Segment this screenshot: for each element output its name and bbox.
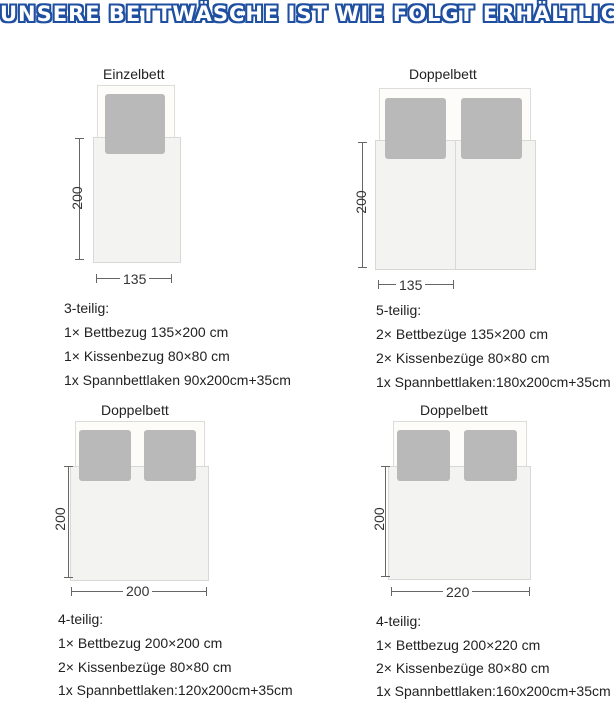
spec-line: 1× Bettbezug 200×220 cm [376,637,541,653]
pillow-left [397,430,450,481]
spec-line: 2× Kissenbezüge 80×80 cm [58,659,232,675]
duvet [93,137,181,263]
height-label: 200 [371,507,387,531]
dimension-tick [381,576,390,577]
pillow-right [461,98,522,159]
dimension-tick [171,274,172,283]
bed-name: Doppelbett [420,402,488,418]
duvet-right [455,140,536,270]
dimension-tick [391,587,392,596]
page-title: UNSERE BETTWÄSCHE IST WIE FOLGT ERHÄLTLI… [0,2,614,26]
dimension-tick [381,466,390,467]
duvet [70,466,209,581]
spec-line: 4-teilig: [58,611,104,627]
pillow-right [464,430,517,481]
dimension-tick [75,259,84,260]
spec-line: 4-teilig: [376,613,422,629]
dimension-tick [71,587,72,596]
spec-line: 1× Kissenbezug 80×80 cm [64,348,230,364]
spec-line: 1x Spannbettlaken:160x200cm+35cm [376,683,611,699]
spec-line: 2× Kissenbezüge 80×80 cm [376,350,550,366]
dimension-tick [358,142,367,143]
spec-line: 1× Bettbezug 200×200 cm [58,635,223,651]
width-label: 135 [120,271,150,287]
spec-line: 1x Spannbettlaken 90x200cm+35cm [64,372,291,388]
spec-line: 5-teilig: [376,302,422,318]
height-label: 200 [52,507,68,531]
pillow-right [144,430,196,481]
spec-line: 1x Spannbettlaken:180x200cm+35cm [376,374,611,390]
pillow-left [79,430,131,481]
width-label: 135 [396,277,426,293]
width-label: 200 [123,583,153,599]
bed-name: Doppelbett [409,66,477,82]
spec-line: 1x Spannbettlaken:120x200cm+35cm [58,682,293,698]
width-label: 220 [443,584,473,600]
height-dimension-line [385,466,386,577]
pillow [105,94,165,154]
height-label: 200 [69,186,85,210]
dimension-tick [96,274,97,283]
dimension-tick [358,267,367,268]
spec-line: 3-teilig: [64,300,110,316]
pillow-left [385,98,446,159]
bed-name: Doppelbett [101,402,169,418]
height-dimension-line [79,138,80,260]
duvet-left [375,140,457,270]
height-dimension-line [362,142,363,268]
spec-line: 2× Bettbezüge 135×200 cm [376,326,549,342]
bed-name: Einzelbett [103,66,165,82]
dimension-tick [453,280,454,289]
spec-line: 2× Kissenbezüge 80×80 cm [376,660,550,676]
height-label: 200 [353,190,369,214]
dimension-tick [529,587,530,596]
dimension-tick [378,280,379,289]
duvet [388,466,531,580]
dimension-tick [206,587,207,596]
height-dimension-line [68,466,69,578]
dimension-tick [64,577,73,578]
dimension-tick [75,138,84,139]
spec-line: 1× Bettbezug 135×200 cm [64,324,229,340]
dimension-tick [64,466,73,467]
